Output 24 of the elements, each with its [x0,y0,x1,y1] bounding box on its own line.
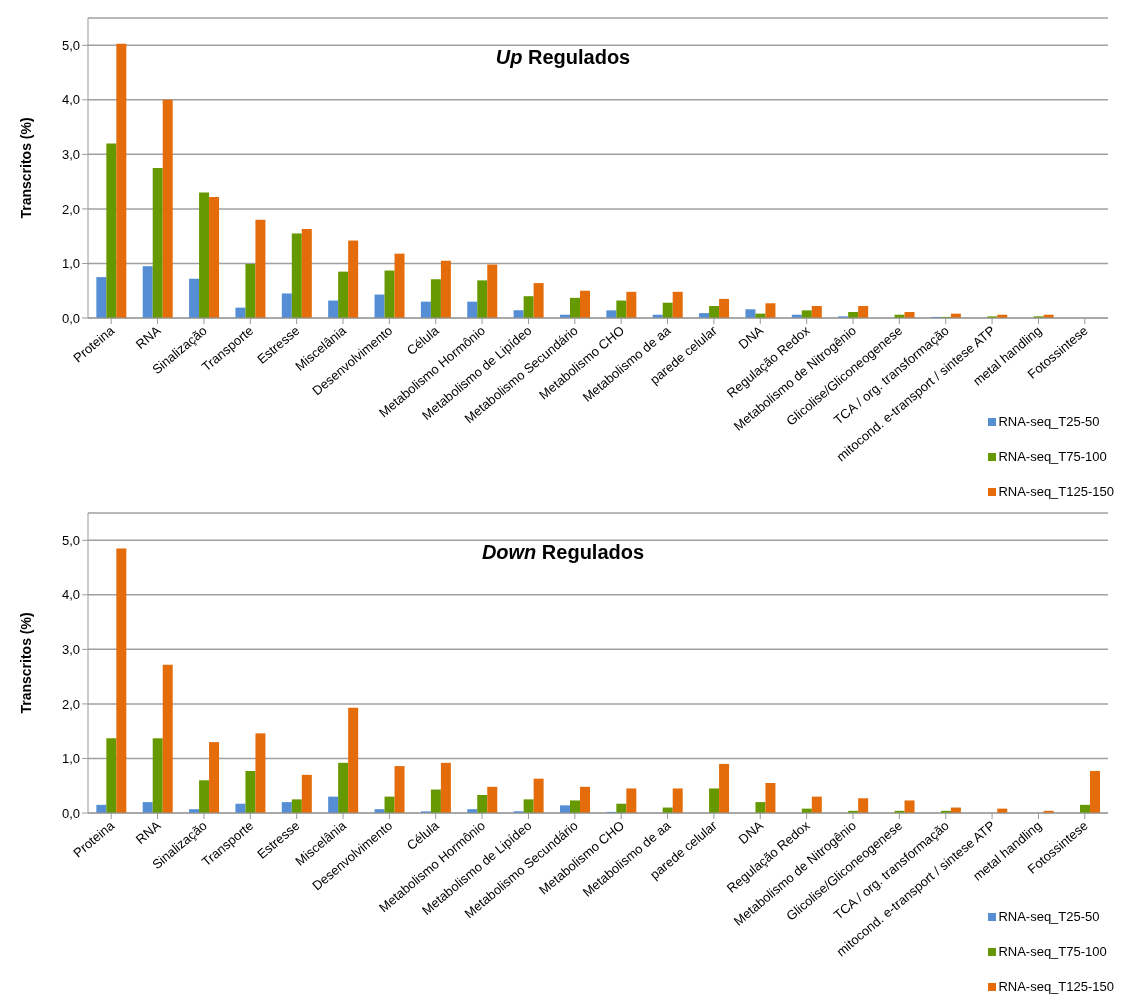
y-tick-label: 2,0 [61,201,80,217]
text: Down Regulados [481,541,645,563]
legend-label: RNA-seq_T25-50 [998,909,1100,924]
y-tick-label: 0,0 [61,310,80,326]
legend-label: RNA-seq_T125-150 [998,484,1114,499]
y-tick-label: 5,0 [61,37,80,53]
y-tick-label: 2,0 [61,696,80,712]
y-tick-label: 4,0 [61,587,80,603]
x-tick-label: DNA [735,322,767,352]
y-tick-label: 1,0 [61,751,80,767]
y-tick-label: 1,0 [61,256,80,272]
legend-label: RNA-seq_T25-50 [998,414,1100,429]
y-tick-label: 3,0 [61,641,80,657]
legend-label: RNA-seq_T125-150 [998,979,1114,994]
y-axis-title: Transcritos (%) [17,117,34,219]
legend-label: RNA-seq_T75-100 [998,944,1107,959]
text: Up Regulados [495,46,631,68]
y-axis-title: Transcritos (%) [17,612,34,714]
y-tick-label: 3,0 [61,146,80,162]
y-tick-label: 0,0 [61,805,80,821]
x-tick-label: DNA [735,817,767,847]
legend-label: RNA-seq_T75-100 [998,449,1107,464]
y-tick-label: 5,0 [61,532,80,548]
y-tick-label: 4,0 [61,92,80,108]
